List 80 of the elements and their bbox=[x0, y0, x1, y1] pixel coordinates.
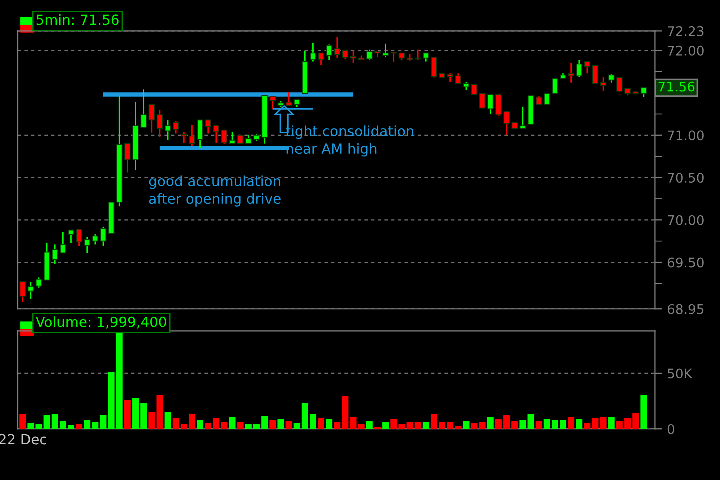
bar bbox=[237, 422, 244, 430]
chart-title: Volume: 1,999,400 bbox=[36, 316, 166, 329]
bar bbox=[422, 422, 430, 430]
bar bbox=[414, 422, 422, 430]
bar bbox=[592, 418, 599, 430]
bar bbox=[608, 417, 615, 430]
candlestick bbox=[28, 281, 34, 300]
candlestick bbox=[471, 84, 478, 96]
candlestick bbox=[640, 87, 647, 98]
y-tick-label: 50K bbox=[668, 368, 693, 379]
candlestick bbox=[326, 44, 332, 61]
bar bbox=[520, 420, 526, 430]
y-tick-label: 69.50 bbox=[668, 258, 704, 268]
candlestick bbox=[221, 130, 228, 145]
candlestick bbox=[270, 96, 276, 110]
bar bbox=[270, 420, 276, 430]
bar bbox=[20, 414, 26, 430]
candlestick bbox=[213, 124, 220, 144]
candlestick bbox=[229, 131, 236, 145]
bar bbox=[221, 422, 228, 430]
y-tick-label: 70.00 bbox=[668, 215, 704, 226]
candlestick bbox=[455, 72, 462, 84]
y-tick-label: 70.50 bbox=[668, 173, 704, 183]
candlestick bbox=[488, 94, 494, 115]
y-tick-label: 0 bbox=[668, 424, 675, 434]
candlestick bbox=[92, 234, 99, 246]
candlestick bbox=[52, 244, 58, 265]
bar bbox=[487, 417, 494, 430]
candlestick bbox=[520, 106, 526, 130]
bar bbox=[197, 420, 204, 430]
bar bbox=[568, 417, 575, 430]
candlestick bbox=[584, 61, 591, 74]
bar bbox=[406, 422, 414, 430]
text: 71.56 bbox=[658, 82, 695, 92]
candlestick bbox=[544, 93, 550, 106]
bar bbox=[640, 395, 648, 430]
y-tick-label: 71.00 bbox=[668, 130, 704, 141]
candlestick bbox=[164, 119, 172, 142]
bar bbox=[366, 421, 373, 430]
bar bbox=[584, 423, 591, 430]
candlestick bbox=[20, 281, 26, 304]
bar bbox=[576, 419, 583, 430]
candlestick bbox=[148, 104, 155, 134]
candlestick bbox=[286, 92, 292, 106]
candlestick bbox=[181, 131, 188, 144]
candlestick bbox=[390, 52, 397, 64]
bar bbox=[100, 415, 107, 430]
y-tick-label: 72.00 bbox=[668, 46, 704, 56]
bar bbox=[76, 424, 83, 430]
chart-title: 5min: 71.56 bbox=[36, 14, 119, 26]
candlestick bbox=[350, 50, 357, 64]
y-tick-label: 72.23 bbox=[668, 26, 704, 36]
bar bbox=[164, 412, 172, 430]
bar bbox=[600, 417, 607, 430]
candlestick bbox=[36, 277, 42, 289]
candlestick bbox=[334, 36, 340, 60]
candlestick bbox=[576, 59, 582, 78]
bar bbox=[229, 417, 236, 430]
bar bbox=[528, 414, 534, 430]
candlestick bbox=[60, 231, 66, 254]
candlestick bbox=[414, 49, 422, 61]
candlestick bbox=[100, 226, 107, 248]
bar bbox=[463, 421, 470, 430]
candlestick bbox=[84, 236, 90, 254]
candlestick bbox=[205, 119, 212, 134]
y-tick-label: 68.95 bbox=[668, 304, 704, 314]
candlestick bbox=[173, 120, 180, 134]
candlestick bbox=[366, 49, 373, 61]
bar bbox=[318, 418, 324, 430]
bar bbox=[278, 419, 284, 430]
annotation: good accumulation after opening drive bbox=[149, 176, 281, 207]
bar bbox=[326, 419, 333, 430]
candlestick bbox=[600, 76, 607, 92]
candlestick bbox=[480, 93, 486, 109]
bar bbox=[382, 422, 390, 430]
candlestick bbox=[592, 66, 599, 84]
bar bbox=[536, 421, 542, 430]
candlestick bbox=[156, 109, 164, 138]
bar bbox=[124, 400, 131, 430]
bar bbox=[286, 421, 292, 430]
